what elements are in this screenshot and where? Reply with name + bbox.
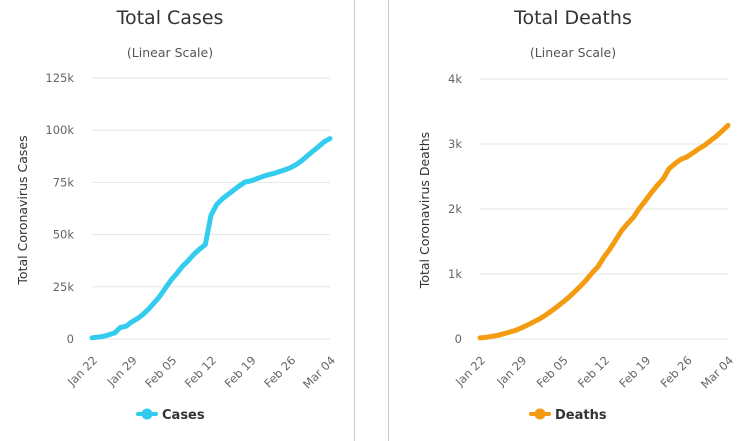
total-cases-chart: Total Cases (Linear Scale) 0 25k 50k 75k 100k 1… — [15, 7, 338, 423]
legend-swatch-marker — [534, 408, 546, 420]
x-tick-label: Mar 04 — [698, 353, 736, 391]
chart-subtitle: (Linear Scale) — [530, 45, 616, 60]
y-tick-label: 4k — [448, 72, 462, 86]
x-tick-label: Jan 22 — [64, 353, 100, 389]
y-axis-label: Total Coronavirus Cases — [15, 135, 30, 285]
x-tick-label: Jan 29 — [493, 353, 529, 389]
x-tick-label: Jan 22 — [452, 353, 488, 389]
x-tick-label: Feb 05 — [534, 353, 571, 390]
legend-swatch-marker — [141, 408, 153, 420]
y-tick-label: 0 — [455, 332, 462, 346]
y-axis-label: Total Coronavirus Deaths — [417, 132, 432, 289]
x-tick-label: Feb 12 — [575, 353, 612, 390]
x-tick-label: Feb 26 — [261, 353, 298, 390]
x-tick-label: Mar 04 — [300, 353, 338, 391]
x-tick-label: Feb 12 — [182, 353, 219, 390]
legend-label: Cases — [162, 408, 205, 423]
x-tick-label: Feb 19 — [616, 353, 653, 390]
y-tick-label: 100k — [45, 123, 74, 137]
series-line-deaths — [477, 122, 731, 341]
panel-divider-right — [388, 0, 389, 441]
y-tick-label: 25k — [53, 280, 75, 294]
x-tick-label: Jan 29 — [104, 353, 140, 389]
series-line-cases — [89, 136, 333, 341]
chart-subtitle: (Linear Scale) — [127, 45, 213, 60]
y-tick-label: 3k — [448, 137, 462, 151]
x-tick-label: Feb 19 — [222, 353, 259, 390]
total-deaths-chart: Total Deaths (Linear Scale) 0 1k 2k 3k 4k Total… — [417, 7, 736, 423]
chart-title: Total Deaths — [513, 7, 632, 29]
chart-title: Total Cases — [116, 7, 224, 29]
y-tick-label: 75k — [53, 175, 75, 189]
y-tick-label: 1k — [448, 267, 462, 281]
x-tick-label: Feb 26 — [658, 353, 695, 390]
legend-label: Deaths — [555, 408, 607, 423]
panel-divider — [354, 0, 355, 441]
y-tick-label: 0 — [67, 332, 74, 346]
y-tick-label: 125k — [45, 71, 74, 85]
y-tick-label: 50k — [53, 228, 75, 242]
x-tick-label: Feb 05 — [142, 353, 179, 390]
y-tick-label: 2k — [448, 202, 462, 216]
